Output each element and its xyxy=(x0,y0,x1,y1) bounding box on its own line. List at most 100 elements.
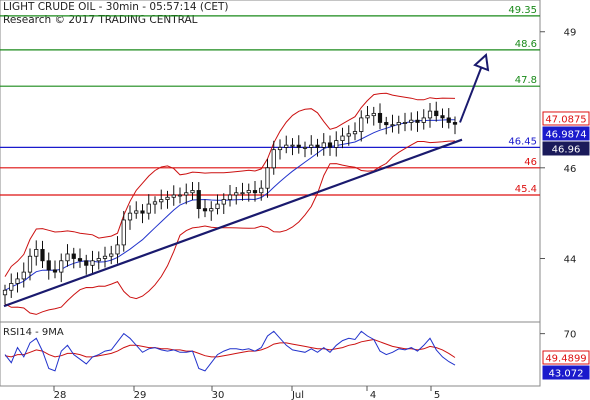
x-tick-label-30: 30 xyxy=(212,390,225,400)
candle-body xyxy=(446,117,451,123)
candle-body xyxy=(434,110,439,117)
candle-body xyxy=(140,210,145,214)
candle-body xyxy=(27,255,33,273)
main-plot-frame xyxy=(0,0,541,323)
candle-body xyxy=(209,208,214,212)
candle-body xyxy=(315,144,320,148)
candle-body xyxy=(365,115,370,119)
price-boxes: 47.0875 46.9874 46.96 49.4899 43.072 xyxy=(542,111,590,380)
candle-body xyxy=(421,117,426,123)
candle-body xyxy=(352,131,358,135)
candle-body xyxy=(190,190,195,194)
candle-body xyxy=(109,253,114,257)
main-price-box-label-0: 47.0875 xyxy=(545,114,586,125)
candle-body xyxy=(302,146,308,149)
level-lines: 49.35 48.6 47.8 46.45 46 45.4 xyxy=(0,5,540,196)
candle-body xyxy=(246,190,251,194)
x-tick-label-29: 29 xyxy=(134,390,147,400)
candle-body xyxy=(215,203,220,210)
candle-body xyxy=(415,119,420,123)
chart-subtitle: Research © 2017 TRADING CENTRAL xyxy=(3,14,198,26)
bollinger-lower xyxy=(4,140,456,315)
level-label-1: 48.6 xyxy=(515,39,537,50)
candle-body xyxy=(165,196,170,200)
main-price-box-1 xyxy=(542,126,590,141)
candle-body xyxy=(65,253,70,262)
rsi-price-box-0 xyxy=(542,350,590,365)
candlesticks xyxy=(2,101,458,305)
y-tick-label-46: 46 xyxy=(564,164,577,175)
candle-body xyxy=(390,124,395,127)
candle-body xyxy=(309,144,314,148)
candle-body xyxy=(52,269,58,273)
candle-body xyxy=(77,258,83,262)
x-tick-label-28: 28 xyxy=(54,390,67,400)
candle-body xyxy=(59,260,64,273)
chart-title: LIGHT CRUDE OIL - 30min - 05:57:14 (CET) xyxy=(3,1,229,13)
candle-body xyxy=(21,271,26,280)
candle-body xyxy=(265,167,270,189)
y-tick-label-49: 49 xyxy=(564,28,577,39)
trendline-group xyxy=(3,52,490,308)
axes-ticks: 28 29 30 Jul 4 5 44 46 49 70 xyxy=(53,28,577,400)
candle-body xyxy=(452,122,458,125)
rsi-price-box-label-1: 43.072 xyxy=(549,369,584,380)
candle-body xyxy=(327,142,333,148)
candle-body xyxy=(121,219,126,246)
rsi-line xyxy=(4,330,456,372)
candle-body xyxy=(159,199,164,203)
rsi-plot-frame xyxy=(0,321,541,387)
candle-body xyxy=(134,210,139,214)
rsi-tick-label-70: 70 xyxy=(564,330,577,341)
rsi-price-box-label-0: 49.4899 xyxy=(545,354,586,365)
candle-body xyxy=(252,190,258,194)
candle-body xyxy=(227,194,233,200)
candle-body xyxy=(440,115,445,119)
trendline xyxy=(3,138,463,308)
candle-body xyxy=(96,258,101,262)
candle-body xyxy=(102,255,108,259)
candle-body xyxy=(90,260,95,266)
level-label-5: 45.4 xyxy=(515,184,537,195)
candle-body xyxy=(427,110,433,119)
candle-body xyxy=(184,192,189,196)
candle-body xyxy=(127,212,133,221)
level-label-2: 47.8 xyxy=(515,75,537,86)
candle-body xyxy=(240,192,245,195)
rsi-signal-line xyxy=(4,338,456,358)
candle-body xyxy=(321,142,326,148)
x-tick-label-Jul: Jul xyxy=(291,390,304,400)
y-tick-label-44: 44 xyxy=(564,255,577,266)
candle-body xyxy=(46,260,51,271)
candle-body xyxy=(340,135,345,141)
forecast-arrow-head xyxy=(473,52,490,72)
candle-body xyxy=(202,208,208,212)
x-tick-label-4: 4 xyxy=(370,390,376,400)
candle-body xyxy=(396,122,401,126)
candle-body xyxy=(284,144,289,148)
candle-body xyxy=(234,192,239,196)
candle-body xyxy=(2,289,8,296)
level-label-4: 46 xyxy=(524,157,537,168)
candle-body xyxy=(221,199,226,205)
forecast-arrow-line xyxy=(459,62,484,123)
candle-body xyxy=(196,190,201,210)
candle-body xyxy=(346,133,351,137)
candle-body xyxy=(84,260,89,266)
candle-body xyxy=(371,112,376,117)
candle-body xyxy=(177,194,183,197)
candle-body xyxy=(115,244,120,255)
candle-body xyxy=(384,122,389,126)
candle-body xyxy=(290,144,295,147)
candle-body xyxy=(34,249,39,257)
candle-body xyxy=(271,149,276,169)
level-label-3: 46.45 xyxy=(508,136,537,147)
candle-body xyxy=(171,194,176,198)
candle-body xyxy=(9,283,14,291)
candle-body xyxy=(402,122,408,124)
rsi-series xyxy=(4,330,456,372)
rsi-title: RSI14 - 9MA xyxy=(3,327,64,338)
candle-body xyxy=(359,117,364,132)
candle-body xyxy=(146,203,151,214)
